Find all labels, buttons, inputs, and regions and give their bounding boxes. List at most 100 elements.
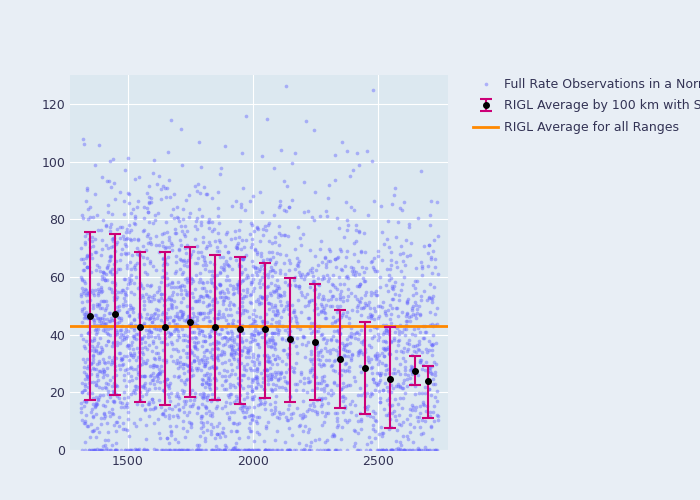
Full Rate Observations in a Normal Point: [87, 286, 98, 294]
Full Rate Observations in a Normal Point: [142, 282, 153, 290]
Full Rate Observations in a Normal Point: [185, 364, 196, 372]
Full Rate Observations in a Normal Point: [78, 259, 89, 267]
Full Rate Observations in a Normal Point: [144, 379, 155, 387]
Full Rate Observations in a Normal Point: [270, 398, 281, 406]
Full Rate Observations in a Normal Point: [353, 282, 364, 290]
Full Rate Observations in a Normal Point: [368, 265, 379, 273]
Full Rate Observations in a Normal Point: [148, 218, 159, 226]
Full Rate Observations in a Normal Point: [344, 380, 355, 388]
Full Rate Observations in a Normal Point: [318, 372, 330, 380]
Full Rate Observations in a Normal Point: [91, 370, 102, 378]
Full Rate Observations in a Normal Point: [316, 372, 328, 380]
Full Rate Observations in a Normal Point: [191, 345, 202, 353]
Full Rate Observations in a Normal Point: [293, 258, 304, 266]
Full Rate Observations in a Normal Point: [230, 350, 241, 358]
Full Rate Observations in a Normal Point: [108, 380, 120, 388]
Full Rate Observations in a Normal Point: [111, 258, 122, 266]
Full Rate Observations in a Normal Point: [270, 329, 281, 337]
Full Rate Observations in a Normal Point: [188, 358, 199, 366]
Full Rate Observations in a Normal Point: [92, 291, 103, 299]
Full Rate Observations in a Normal Point: [303, 378, 314, 386]
Full Rate Observations in a Normal Point: [168, 344, 179, 352]
Full Rate Observations in a Normal Point: [165, 295, 176, 303]
Full Rate Observations in a Normal Point: [349, 240, 360, 248]
Full Rate Observations in a Normal Point: [225, 390, 237, 398]
Full Rate Observations in a Normal Point: [137, 228, 148, 235]
Full Rate Observations in a Normal Point: [190, 332, 201, 340]
Full Rate Observations in a Normal Point: [292, 334, 303, 342]
Full Rate Observations in a Normal Point: [322, 194, 333, 202]
Full Rate Observations in a Normal Point: [389, 369, 400, 377]
Full Rate Observations in a Normal Point: [122, 154, 134, 162]
Full Rate Observations in a Normal Point: [80, 254, 92, 262]
Full Rate Observations in a Normal Point: [246, 220, 257, 228]
Full Rate Observations in a Normal Point: [245, 298, 256, 306]
Full Rate Observations in a Normal Point: [166, 278, 177, 286]
Full Rate Observations in a Normal Point: [290, 386, 301, 394]
Full Rate Observations in a Normal Point: [270, 310, 281, 318]
Full Rate Observations in a Normal Point: [332, 304, 343, 312]
Full Rate Observations in a Normal Point: [78, 289, 90, 297]
Full Rate Observations in a Normal Point: [100, 320, 111, 328]
Full Rate Observations in a Normal Point: [123, 432, 134, 440]
Full Rate Observations in a Normal Point: [401, 310, 412, 318]
Full Rate Observations in a Normal Point: [143, 400, 154, 408]
Full Rate Observations in a Normal Point: [232, 282, 244, 290]
Full Rate Observations in a Normal Point: [331, 446, 342, 454]
Full Rate Observations in a Normal Point: [359, 248, 370, 256]
Full Rate Observations in a Normal Point: [179, 331, 190, 339]
Full Rate Observations in a Normal Point: [219, 446, 230, 454]
Full Rate Observations in a Normal Point: [346, 396, 358, 404]
Full Rate Observations in a Normal Point: [263, 446, 274, 454]
Full Rate Observations in a Normal Point: [413, 446, 424, 454]
Full Rate Observations in a Normal Point: [134, 335, 145, 343]
Full Rate Observations in a Normal Point: [316, 331, 327, 339]
Full Rate Observations in a Normal Point: [284, 317, 295, 325]
Full Rate Observations in a Normal Point: [321, 336, 332, 344]
Full Rate Observations in a Normal Point: [373, 368, 384, 376]
Full Rate Observations in a Normal Point: [155, 326, 166, 334]
Full Rate Observations in a Normal Point: [97, 326, 108, 334]
Full Rate Observations in a Normal Point: [136, 401, 148, 409]
Full Rate Observations in a Normal Point: [259, 406, 270, 413]
Full Rate Observations in a Normal Point: [327, 302, 338, 310]
Full Rate Observations in a Normal Point: [111, 428, 122, 436]
Full Rate Observations in a Normal Point: [270, 436, 281, 444]
Full Rate Observations in a Normal Point: [308, 280, 319, 287]
Full Rate Observations in a Normal Point: [102, 372, 113, 380]
Full Rate Observations in a Normal Point: [368, 197, 379, 205]
Full Rate Observations in a Normal Point: [260, 338, 271, 346]
Full Rate Observations in a Normal Point: [247, 350, 258, 358]
Full Rate Observations in a Normal Point: [191, 440, 202, 448]
Full Rate Observations in a Normal Point: [205, 322, 216, 330]
Full Rate Observations in a Normal Point: [259, 352, 270, 360]
Full Rate Observations in a Normal Point: [305, 346, 316, 354]
Full Rate Observations in a Normal Point: [253, 330, 264, 338]
Full Rate Observations in a Normal Point: [232, 380, 244, 388]
Full Rate Observations in a Normal Point: [181, 196, 192, 204]
Full Rate Observations in a Normal Point: [318, 388, 330, 396]
Full Rate Observations in a Normal Point: [88, 364, 99, 372]
Full Rate Observations in a Normal Point: [410, 331, 421, 339]
Full Rate Observations in a Normal Point: [221, 228, 232, 235]
Full Rate Observations in a Normal Point: [372, 336, 384, 344]
Full Rate Observations in a Normal Point: [283, 446, 294, 454]
Full Rate Observations in a Normal Point: [244, 292, 255, 300]
Full Rate Observations in a Normal Point: [192, 366, 203, 374]
Full Rate Observations in a Normal Point: [244, 446, 255, 454]
Full Rate Observations in a Normal Point: [190, 446, 202, 454]
Full Rate Observations in a Normal Point: [95, 283, 106, 291]
Full Rate Observations in a Normal Point: [141, 446, 152, 454]
Full Rate Observations in a Normal Point: [258, 260, 270, 268]
Full Rate Observations in a Normal Point: [180, 290, 191, 298]
Full Rate Observations in a Normal Point: [77, 284, 88, 292]
Full Rate Observations in a Normal Point: [290, 274, 301, 281]
Full Rate Observations in a Normal Point: [388, 365, 399, 373]
Full Rate Observations in a Normal Point: [399, 274, 410, 281]
Full Rate Observations in a Normal Point: [304, 366, 316, 374]
Full Rate Observations in a Normal Point: [424, 321, 435, 329]
Full Rate Observations in a Normal Point: [128, 315, 139, 323]
Full Rate Observations in a Normal Point: [390, 396, 401, 404]
Full Rate Observations in a Normal Point: [332, 308, 343, 316]
Full Rate Observations in a Normal Point: [426, 422, 437, 430]
